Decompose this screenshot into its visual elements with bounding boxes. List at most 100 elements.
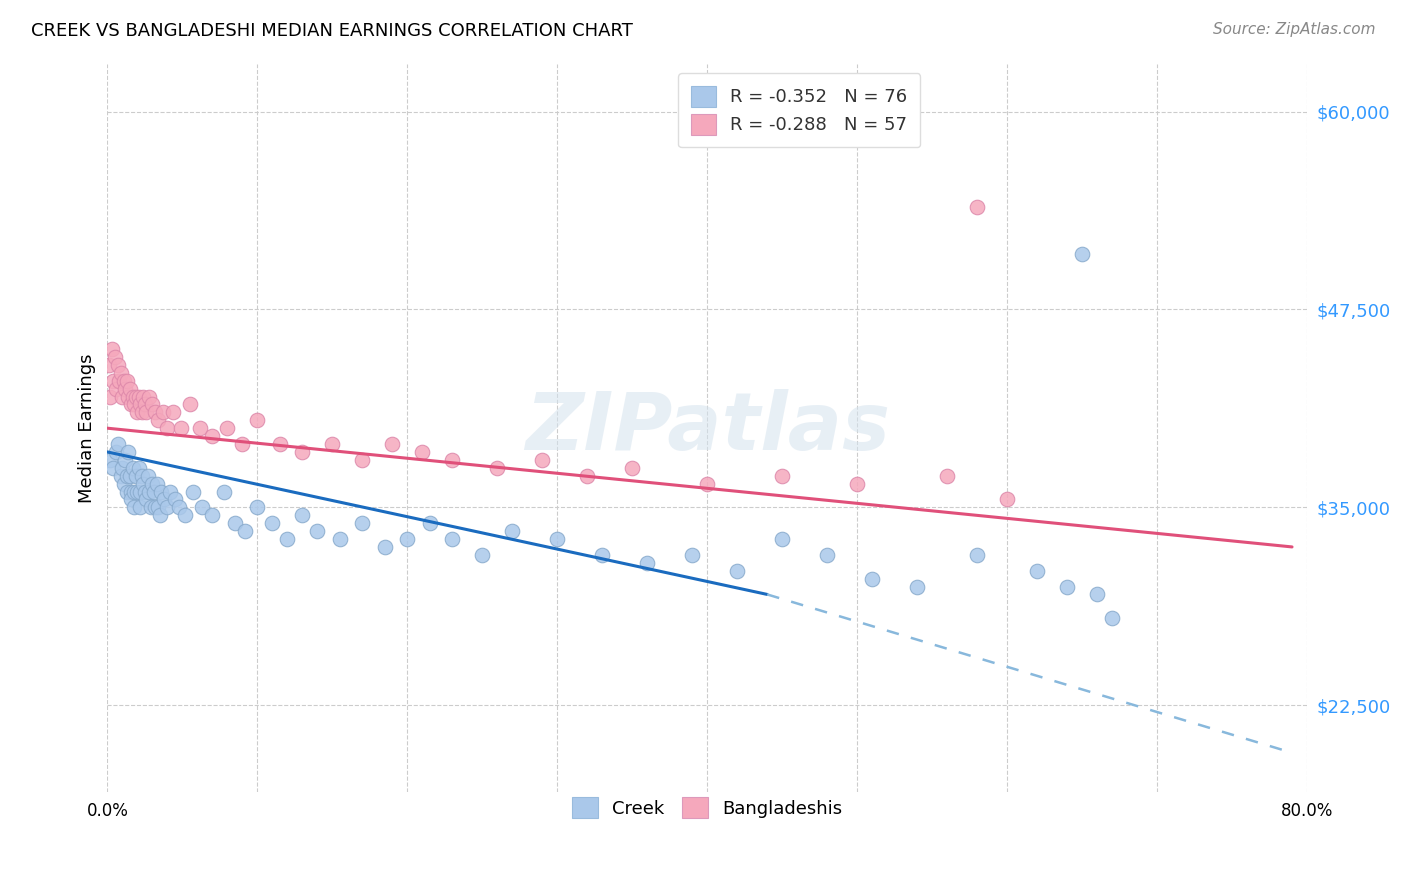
Point (501, 524, 523, 538)
Point (139, 500, 162, 515)
Point (124, 484, 146, 499)
Point (162, 405, 184, 419)
Point (770, 532, 793, 546)
Point (100, 453, 122, 467)
Point (860, 572, 883, 586)
Point (486, 460, 509, 475)
Point (201, 429, 224, 443)
Point (770, 468, 793, 483)
Point (114, 453, 136, 467)
Point (111, 390, 134, 404)
Point (201, 508, 224, 523)
Point (291, 445, 314, 459)
Point (188, 421, 211, 435)
Point (636, 556, 658, 570)
Point (1026, 564, 1049, 578)
Point (118, 468, 141, 483)
Point (146, 476, 169, 491)
Point (122, 460, 145, 475)
Point (100, 390, 122, 404)
Point (105, 382, 128, 396)
Point (621, 460, 644, 475)
Point (97, 358, 120, 372)
Y-axis label: Median Earnings: Median Earnings (79, 353, 96, 503)
Point (115, 484, 138, 499)
Point (118, 382, 141, 396)
Point (111, 460, 134, 475)
Point (129, 484, 152, 499)
Point (129, 500, 152, 515)
Point (179, 397, 201, 411)
Point (396, 532, 419, 546)
Point (131, 405, 153, 419)
Point (471, 548, 494, 562)
Point (966, 200, 988, 214)
Point (127, 405, 149, 419)
Point (104, 350, 127, 364)
Point (120, 492, 142, 507)
Point (411, 445, 433, 459)
Point (122, 390, 145, 404)
Point (124, 500, 146, 515)
Point (352, 516, 374, 531)
Point (108, 374, 131, 388)
Point (441, 532, 464, 546)
Point (148, 500, 170, 515)
Point (546, 532, 568, 546)
Point (156, 421, 179, 435)
Point (152, 405, 174, 419)
Point (531, 453, 554, 467)
Point (214, 484, 236, 499)
Point (124, 397, 146, 411)
Point (132, 476, 155, 491)
Point (103, 460, 125, 475)
Point (725, 564, 748, 578)
Point (114, 382, 136, 396)
Point (112, 374, 135, 388)
Point (117, 390, 139, 404)
Point (115, 468, 138, 483)
Point (191, 500, 214, 515)
Point (966, 548, 988, 562)
Point (148, 413, 170, 427)
Point (321, 437, 343, 451)
Point (163, 492, 186, 507)
Point (352, 453, 374, 467)
Point (441, 453, 464, 467)
Point (217, 421, 239, 435)
Point (134, 397, 156, 411)
Point (135, 492, 157, 507)
Point (120, 484, 142, 499)
Point (591, 548, 613, 562)
Point (135, 405, 157, 419)
Point (419, 516, 441, 531)
Point (374, 540, 396, 554)
Point (150, 484, 173, 499)
Point (269, 437, 291, 451)
Point (262, 516, 284, 531)
Point (846, 476, 869, 491)
Point (129, 397, 152, 411)
Point (905, 580, 928, 594)
Point (233, 524, 256, 538)
Point (110, 366, 132, 380)
Legend: Creek, Bangladeshis: Creek, Bangladeshis (560, 784, 855, 830)
Point (246, 500, 269, 515)
Point (101, 342, 124, 356)
Point (145, 500, 167, 515)
Point (1056, 580, 1078, 594)
Point (128, 460, 150, 475)
Point (103, 374, 125, 388)
Point (1085, 587, 1108, 601)
Point (142, 484, 165, 499)
Point (120, 397, 142, 411)
Point (138, 484, 160, 499)
Point (115, 374, 138, 388)
Point (307, 524, 329, 538)
Point (134, 484, 156, 499)
Point (224, 516, 246, 531)
Point (159, 484, 181, 499)
Point (329, 532, 352, 546)
Text: Source: ZipAtlas.com: Source: ZipAtlas.com (1212, 22, 1375, 37)
Text: ZIPatlas: ZIPatlas (524, 389, 890, 467)
